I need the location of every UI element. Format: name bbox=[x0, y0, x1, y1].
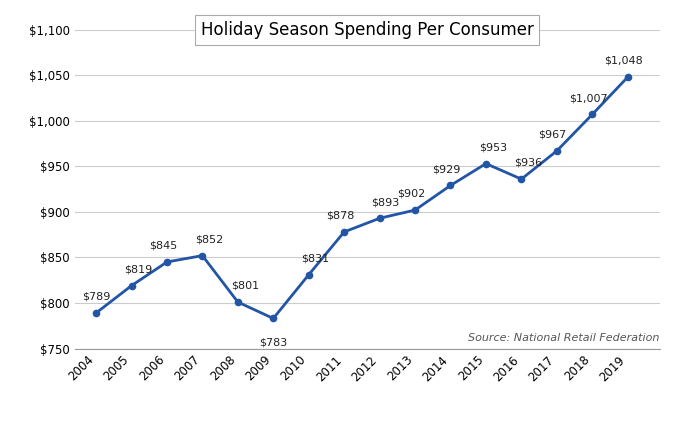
Text: $953: $953 bbox=[479, 142, 507, 153]
Text: $1,048: $1,048 bbox=[604, 56, 643, 66]
Text: $929: $929 bbox=[432, 164, 460, 174]
Text: $967: $967 bbox=[539, 130, 566, 140]
Text: $801: $801 bbox=[231, 281, 259, 291]
Text: $819: $819 bbox=[124, 264, 152, 275]
Text: Holiday Season Spending Per Consumer: Holiday Season Spending Per Consumer bbox=[201, 21, 534, 39]
Text: $852: $852 bbox=[195, 235, 224, 244]
Text: $893: $893 bbox=[371, 197, 399, 207]
Text: $845: $845 bbox=[149, 241, 177, 251]
Text: $783: $783 bbox=[259, 338, 288, 348]
Text: $831: $831 bbox=[302, 254, 330, 264]
Text: $1,007: $1,007 bbox=[568, 94, 607, 103]
Text: $878: $878 bbox=[326, 211, 354, 221]
Text: $902: $902 bbox=[396, 189, 425, 199]
Text: $789: $789 bbox=[82, 292, 110, 302]
Text: $936: $936 bbox=[514, 158, 543, 168]
Text: Source: National Retail Federation: Source: National Retail Federation bbox=[469, 333, 660, 343]
